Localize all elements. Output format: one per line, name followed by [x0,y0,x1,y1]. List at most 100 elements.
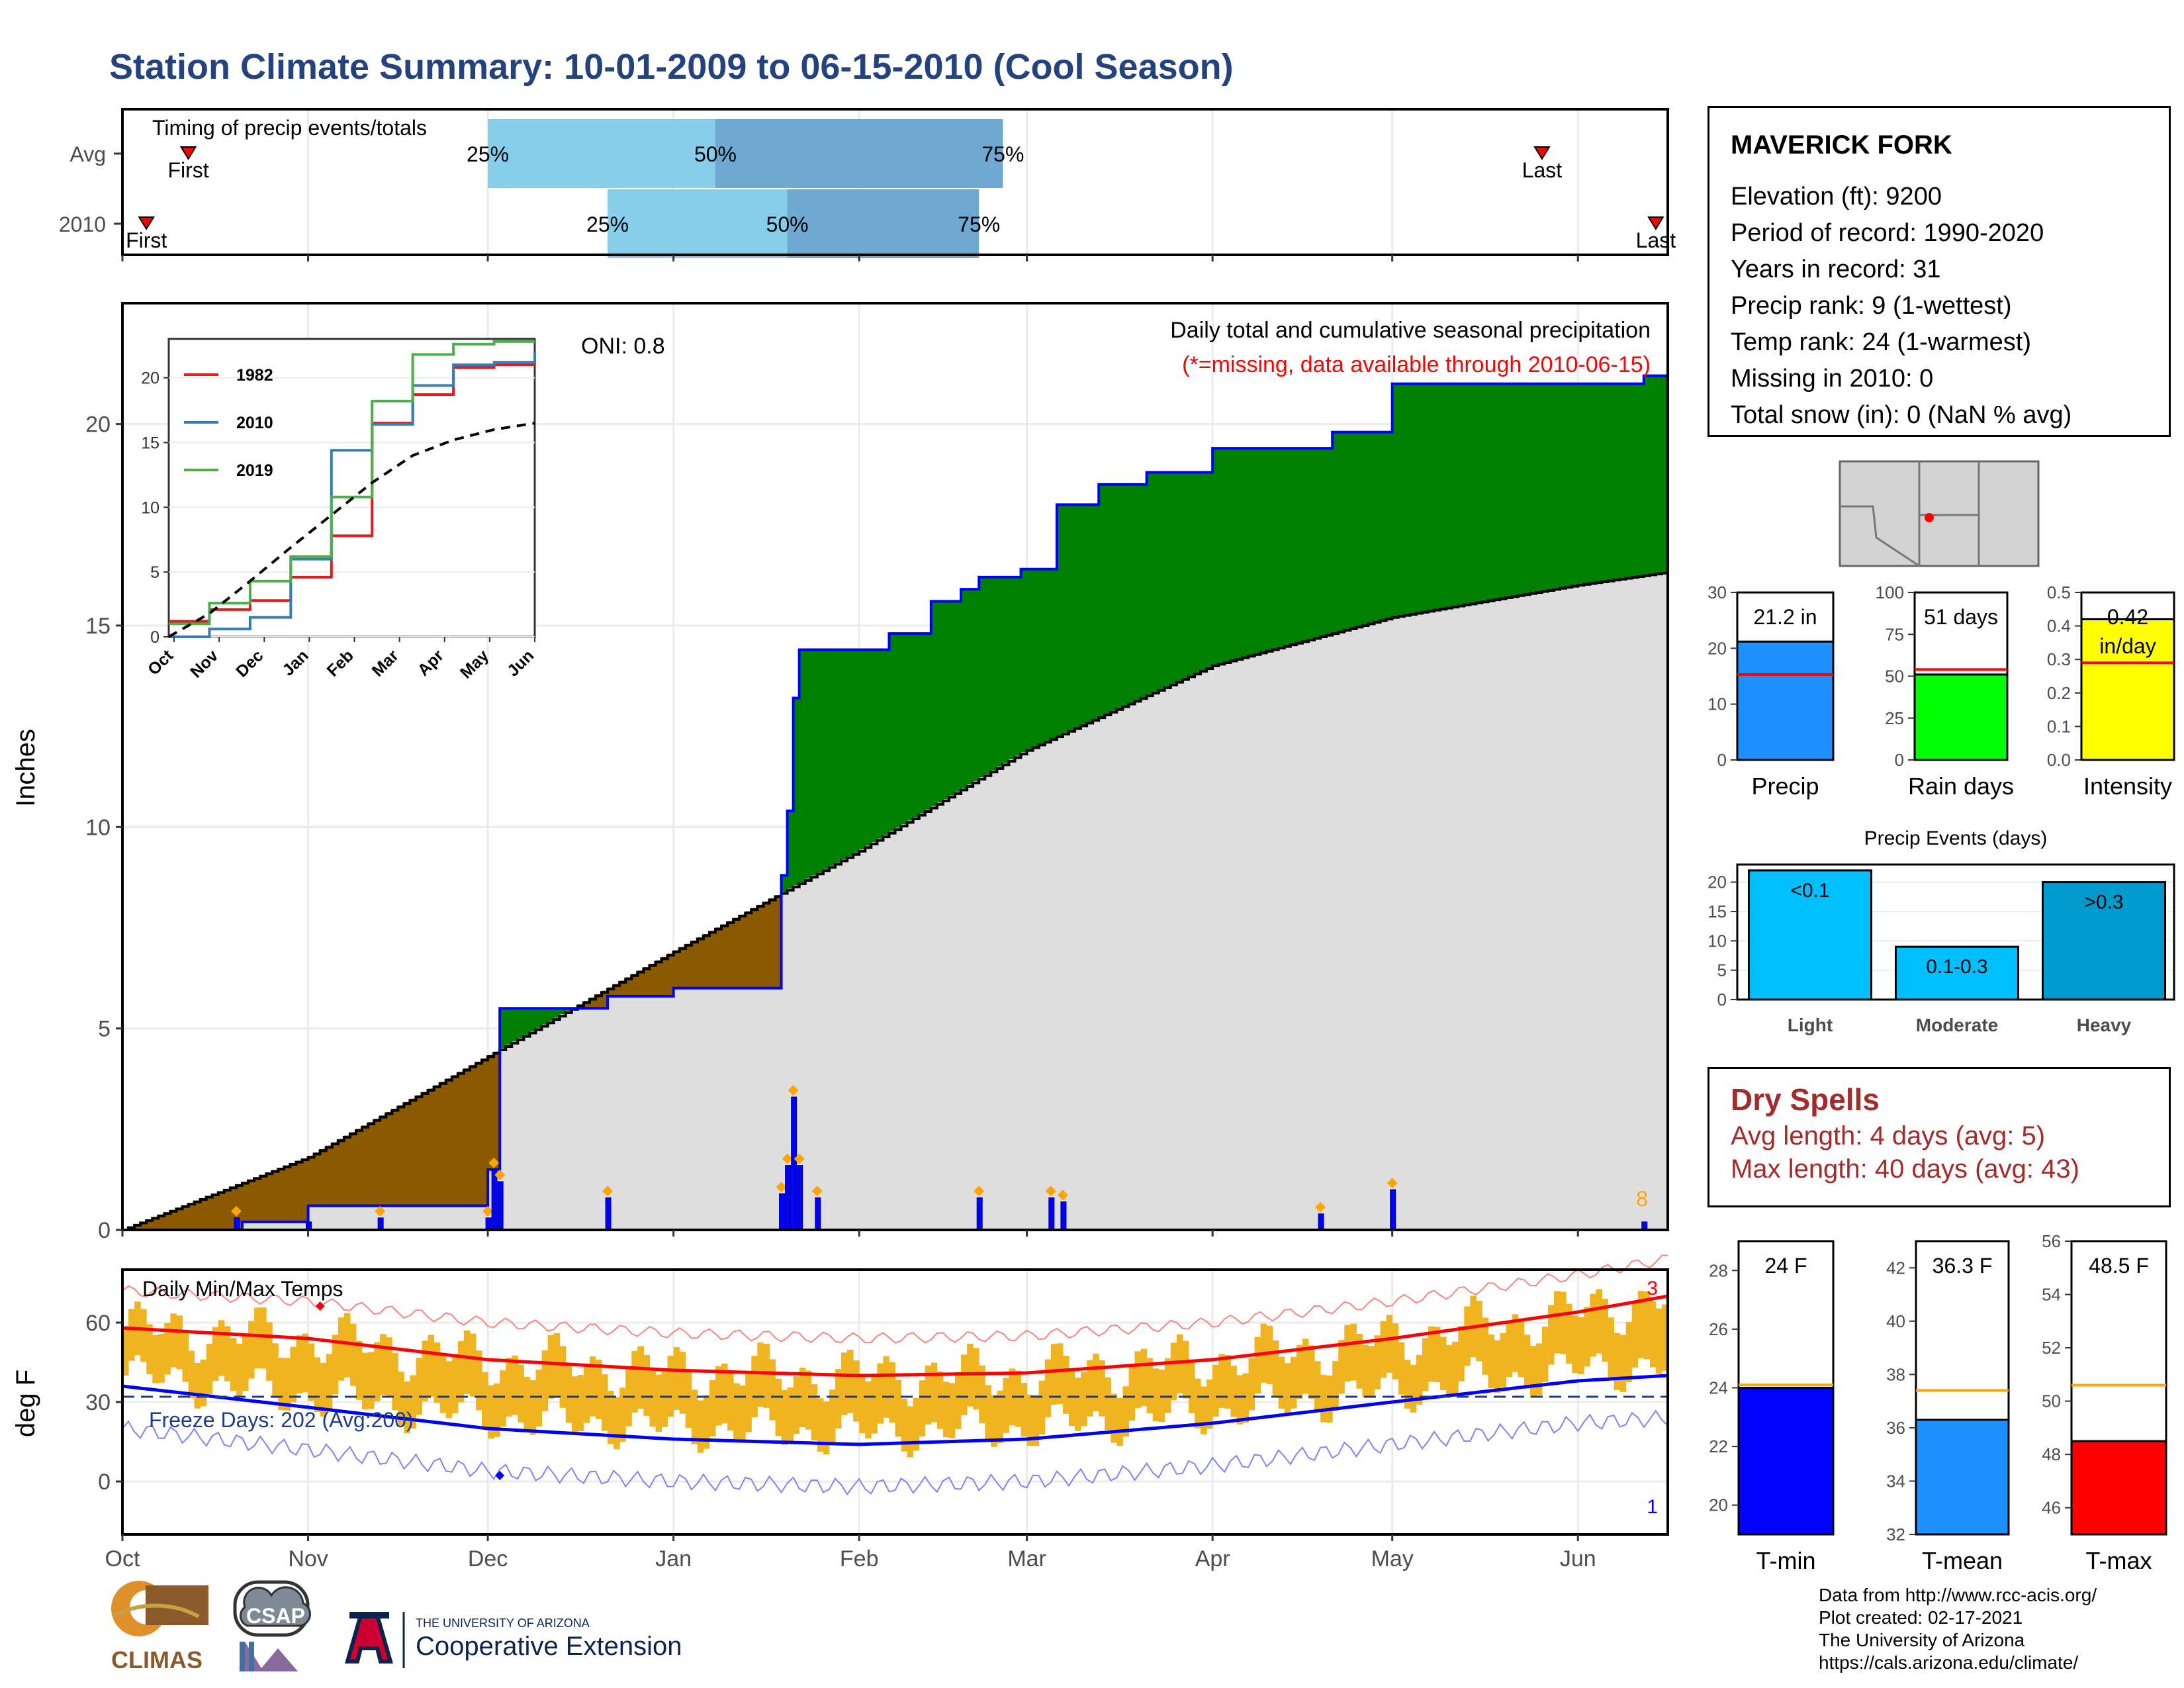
surplus-fill [871,649,878,843]
daily-temp-bar [1122,1386,1129,1437]
surplus-fill [1032,569,1040,747]
events-bar-label: <0.1 [1790,880,1829,902]
daily-temp-bar [973,1348,979,1410]
daily-temp-bar [451,1355,459,1414]
daily-precip-bar [234,1217,240,1231]
daily-temp-bar [1356,1334,1363,1389]
daily-precip-bar [1318,1213,1324,1231]
daily-temp-bar [1476,1301,1482,1362]
daily-temp-bar [907,1406,914,1458]
surplus-fill [529,1008,537,1031]
deficit-fill [763,901,770,988]
daily-temp-bar [853,1360,860,1422]
daily-temp-bar [1075,1378,1081,1431]
deficit-fill [374,1119,381,1206]
daily-temp-bar [793,1376,800,1434]
surplus-fill [1446,383,1453,608]
surplus-fill [1128,484,1136,703]
surplus-fill [1637,383,1645,577]
deficit-fill [494,1051,500,1170]
daily-temp-bar [500,1370,506,1427]
temp-total-1-y-tick-label: 42 [1886,1258,1905,1278]
inset-y-tick-label: 20 [141,369,159,388]
deficit-fill [416,1095,423,1206]
surplus-fill [997,577,1004,767]
daily-temp-bar [1643,1291,1651,1360]
surplus-fill [1116,484,1124,708]
daily-temp-bar [1021,1383,1028,1437]
daily-temp-bar [1081,1372,1087,1427]
daily-temp-bar [673,1346,680,1410]
cum-y-tick-label: 10 [85,815,111,840]
oni-label: ONI: 0.8 [581,334,665,359]
temp-total-0-y-tick-label: 28 [1709,1260,1728,1280]
surplus-fill [1374,432,1381,622]
deficit-fill [206,1196,213,1230]
daily-temp-bar [230,1338,237,1391]
ua-small-text: THE UNIVERSITY OF ARIZONA [416,1617,590,1630]
daily-temp-bar [1596,1289,1602,1354]
deficit-fill [308,1155,315,1206]
surplus-fill [518,1008,524,1039]
surplus-fill [1488,383,1495,600]
daily-temp-bar [1254,1336,1261,1394]
precip-total-2-y-tick-label: 0.3 [2047,649,2071,669]
daily-temp-bar [1224,1355,1231,1409]
record-max-line [122,1254,1668,1344]
deficit-fill [457,1072,465,1206]
daily-precip-bar [605,1197,612,1231]
cum-title: Daily total and cumulative seasonal prec… [1170,318,1651,343]
daily-temp-bar [619,1387,626,1442]
deficit-fill [326,1145,333,1206]
daily-temp-bar [248,1321,255,1379]
deficit-fill [733,917,740,988]
temp-total-2-category-label: T-max [2085,1547,2152,1574]
inset-legend-label: 2010 [236,414,273,432]
deficit-fill [284,1165,291,1222]
avg-cumulative-area [122,573,1668,1230]
station-temp-rank: Temp rank: 24 (1-warmest) [1731,328,2032,356]
daily-temp-bar [404,1381,410,1434]
events-y-tick-label: 10 [1707,931,1727,951]
surplus-fill [1146,472,1154,695]
surplus-fill [1134,484,1142,700]
surplus-fill [1111,484,1117,711]
daily-temp-bar [1392,1323,1399,1380]
month-axis-label: May [1371,1546,1414,1571]
deficit-fill [482,1058,488,1206]
surplus-fill [1524,383,1531,594]
precip-total-2-bar [2080,618,2175,761]
daily-temp-bar [1050,1344,1058,1405]
surplus-fill [1344,432,1351,630]
surplus-fill [512,1008,518,1042]
temp-total-2-y-tick-label: 50 [2042,1391,2061,1411]
daily-temp-bar [1140,1348,1148,1407]
daily-temp-bar [571,1376,578,1432]
daily-temp-bar [769,1359,776,1421]
daily-temp-bar [1482,1317,1488,1375]
deficit-fill [475,1061,482,1206]
daily-temp-bar [799,1368,806,1427]
surplus-fill [1152,472,1160,692]
daily-temp-bar [320,1362,327,1417]
surplus-fill [889,633,896,831]
csap-logo: CSAP [233,1580,311,1671]
credit-url: https://cals.arizona.edu/climate/ [1819,1652,2079,1673]
events-title: Precip Events (days) [1864,827,2048,849]
timing-panel: 25% 50% 75% First Last Avg 25% 50% 75% First Last 2… [59,108,1676,261]
daily-temp-bar [433,1342,441,1403]
daily-temp-bar [1320,1374,1327,1423]
daily-temp-bar [1428,1326,1435,1382]
daily-temp-bar [841,1352,848,1415]
daily-temp-bar [1290,1356,1297,1409]
surplus-fill [1188,472,1195,676]
surplus-fill [817,649,824,872]
precip-total-2-y-tick-label: 0.5 [2047,583,2071,602]
daily-temp-bar [140,1309,147,1362]
deficit-fill [775,895,782,988]
surplus-fill [1320,448,1327,636]
temp-corner-min: 1 [1647,1496,1658,1518]
deficit-fill [236,1184,243,1230]
surplus-fill [1584,383,1590,585]
